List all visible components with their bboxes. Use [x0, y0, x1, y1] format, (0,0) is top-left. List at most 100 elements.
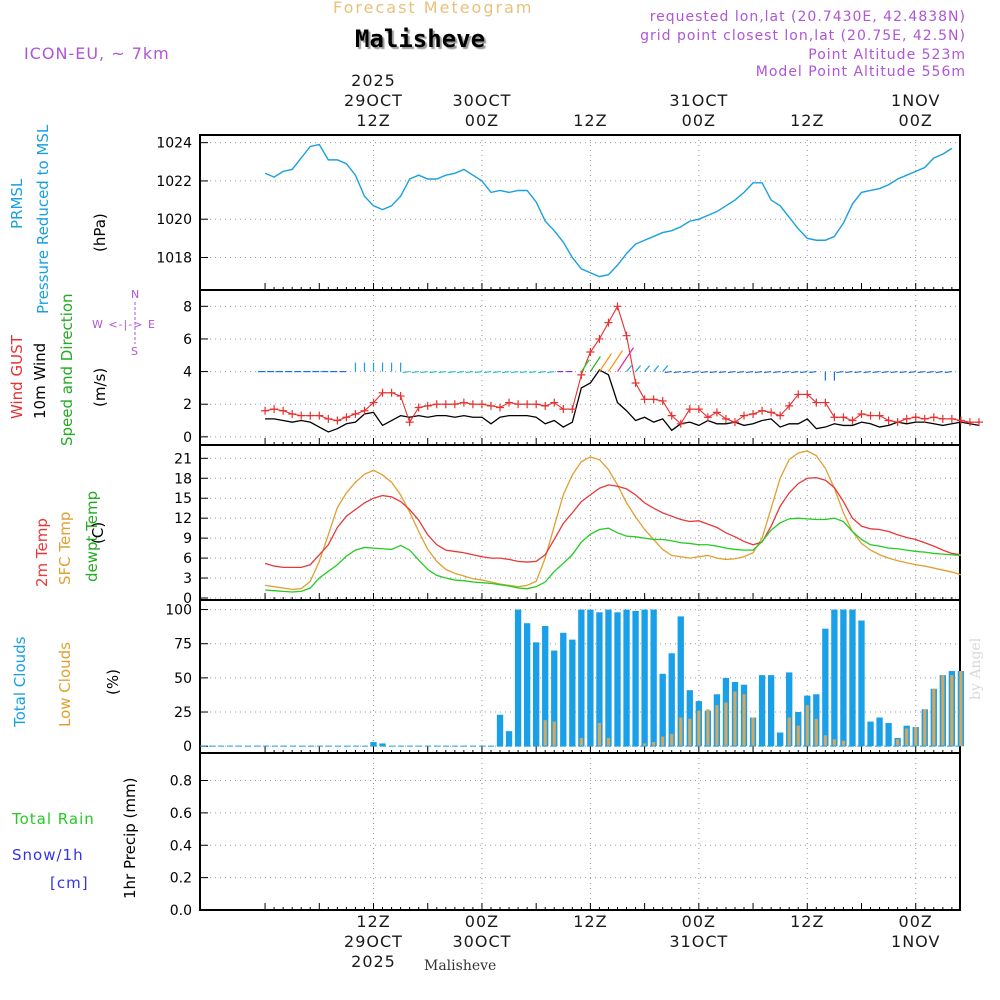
- time-label-line: 00Z: [464, 111, 500, 130]
- wind-direction-arrow: [700, 370, 708, 374]
- compass-east-west: W <-|-> E: [92, 318, 156, 331]
- wind-direction-arrow: [465, 370, 473, 374]
- low-cloud-bar: [914, 727, 918, 747]
- total-cloud-bar: [786, 672, 793, 747]
- gust-point: [749, 410, 758, 418]
- total-cloud-bar: [867, 721, 874, 747]
- compass-south: S: [131, 345, 138, 358]
- wind-direction-arrow: [662, 365, 669, 372]
- gust-point: [378, 388, 387, 397]
- station-title: Malisheve: [355, 25, 486, 53]
- low-cloud-bar: [932, 688, 936, 747]
- total-cloud-bar: [758, 675, 766, 747]
- snow-unit-label: [cm]: [50, 874, 89, 892]
- time-label-line: 00Z: [898, 111, 933, 130]
- gust-point: [712, 408, 721, 417]
- low-cloud-bar: [715, 705, 719, 747]
- panel-frame: [199, 444, 961, 601]
- total-cloud-bar: [686, 690, 693, 747]
- wind-direction-arrow: [836, 370, 844, 374]
- y-tick-label: 2: [183, 397, 192, 413]
- wind-direction-arrow: [755, 370, 763, 374]
- time-label-line: 12Z: [356, 111, 391, 130]
- gust-point: [721, 414, 730, 423]
- wind-direction-arrow: [644, 365, 651, 372]
- y-tick-label: 1018: [156, 250, 192, 266]
- wind-direction-arrow: [483, 370, 492, 374]
- gust-point: [405, 418, 414, 427]
- wind-direction-arrow: [718, 370, 727, 374]
- time-label-line: 31OCT: [669, 932, 729, 951]
- low-cloud-bar: [661, 736, 665, 747]
- total-cloud-bar: [560, 632, 567, 747]
- time-label-line: 2025: [351, 952, 396, 971]
- gust-point: [857, 410, 866, 418]
- gust-point: [351, 410, 360, 418]
- time-label-line: 00Z: [464, 912, 500, 931]
- gust-point: [821, 398, 830, 407]
- gust-point: [803, 390, 812, 399]
- gust-point: [812, 398, 821, 407]
- time-label: 00Z 31OCT: [649, 912, 749, 952]
- total-cloud-bar: [840, 609, 847, 747]
- gust-point: [920, 414, 929, 423]
- y-tick-label: 0: [183, 430, 192, 446]
- wind-direction-arrow: [926, 370, 934, 374]
- wind-direction-arrow: [492, 370, 501, 374]
- wind-direction-arrow: [764, 370, 772, 374]
- time-label: 12Z: [540, 912, 640, 932]
- y-tick-label: 75: [174, 637, 192, 653]
- time-label-line: 12Z: [573, 111, 608, 130]
- wind-direction-arrow: [438, 370, 446, 374]
- time-label: 00Z 30OCT: [432, 912, 532, 952]
- total-cloud-bar: [542, 625, 549, 747]
- gust-point: [956, 416, 965, 425]
- t2m-series-line: [264, 476, 961, 569]
- gust-point: [333, 416, 342, 425]
- wind-direction-arrow: [664, 370, 672, 374]
- gust-point: [541, 401, 550, 410]
- total-cloud-bar: [632, 610, 639, 747]
- low-cloud-bar: [697, 710, 701, 747]
- low-cloud-bar: [579, 737, 583, 747]
- gust-point: [884, 416, 893, 425]
- total-cloud-bar: [777, 732, 784, 747]
- gust-point: [559, 405, 568, 414]
- time-label-line: 29OCT: [344, 932, 403, 951]
- gust-point: [929, 413, 938, 422]
- time-label-line: 29OCT: [344, 91, 403, 110]
- gust-point: [875, 411, 884, 420]
- gust-point: [396, 392, 405, 401]
- gust-point: [550, 398, 559, 407]
- wind-direction-arrow: [589, 356, 601, 372]
- gust-point: [604, 318, 613, 327]
- footer-station: Malisheve: [424, 958, 497, 974]
- wind10-series-line: [265, 369, 980, 433]
- y-tick-label: 0.0: [170, 903, 192, 919]
- low-cloud-bar: [751, 717, 755, 747]
- low-cloud-bar: [896, 739, 900, 747]
- gust-point: [866, 411, 875, 420]
- low-cloud-bar: [905, 728, 909, 747]
- wind-direction-arrow: [691, 370, 699, 374]
- low-cloud-bar: [688, 718, 692, 747]
- total-cloud-bar: [523, 623, 531, 747]
- wind-direction-arrow: [501, 370, 510, 374]
- time-label-line: 30OCT: [452, 91, 512, 110]
- gust-point: [794, 390, 803, 399]
- gust-point: [477, 400, 486, 409]
- total-cloud-bar: [569, 639, 576, 747]
- gust-point: [496, 403, 505, 412]
- wind-direction-arrow: [709, 370, 717, 374]
- gust-point: [649, 395, 658, 404]
- time-label: 1NOV 00Z: [866, 91, 966, 131]
- gust-point: [523, 400, 532, 409]
- y-tick-label: 50: [174, 671, 192, 687]
- gust-point: [640, 395, 649, 404]
- time-label-line: 1NOV: [891, 932, 941, 951]
- wind-direction-arrow: [782, 370, 790, 374]
- total-cloud-bar: [858, 620, 865, 747]
- low-cloud-bar: [679, 717, 683, 747]
- time-label-line: 31OCT: [669, 91, 729, 110]
- gust-point: [667, 411, 676, 420]
